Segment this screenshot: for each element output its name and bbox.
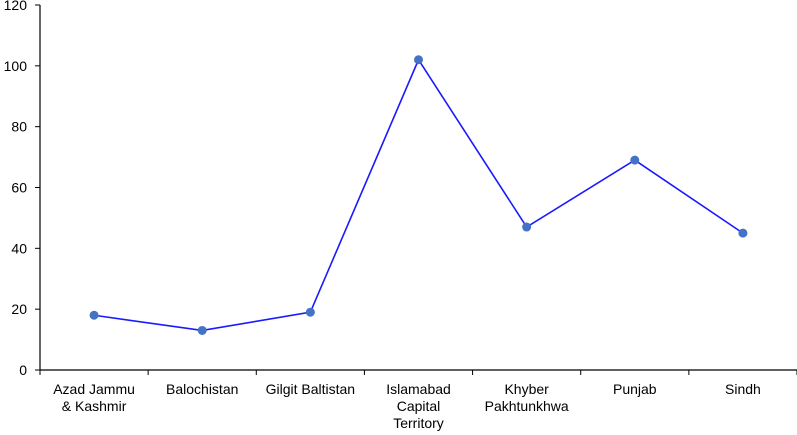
y-tick-label: 100 [4, 58, 28, 74]
x-tick-label-line: Gilgit Baltistan [266, 381, 355, 397]
data-point [197, 325, 207, 335]
x-tick-label: Khyber Pakhtunkhwa [485, 381, 569, 414]
data-point [414, 55, 423, 65]
x-tick-label-line: Azad Jammu [53, 381, 135, 397]
x-tick-label-line: Punjab [613, 381, 657, 397]
x-tick-label: Islamabad Capital Territory [386, 381, 451, 431]
y-tick-label: 60 [11, 180, 27, 196]
x-tick-label-line: Territory [393, 415, 444, 431]
x-tick-label-line: Khyber [504, 381, 549, 397]
x-tick-label-line: Sindh [725, 381, 761, 397]
x-tick-label-line: Pakhtunkhwa [485, 398, 569, 414]
x-tick-label-line: & Kashmir [62, 398, 127, 414]
data-point [738, 228, 748, 238]
x-tick-label: Gilgit Baltistan [266, 381, 355, 397]
y-tick-label: 20 [11, 301, 27, 317]
x-tick-label: Punjab [613, 381, 657, 397]
y-axis: 0 20 40 60 80 100 120 [4, 0, 41, 378]
y-tick-label: 80 [11, 119, 27, 135]
data-point [522, 222, 532, 232]
data-point [89, 310, 99, 320]
series [89, 55, 748, 335]
x-tick-label: Balochistan [166, 381, 238, 397]
x-tick-label-line: Islamabad [386, 381, 451, 397]
x-tick-label-line: Capital [397, 398, 441, 414]
x-axis: Azad Jammu & Kashmir Balochistan Gilgit Bal… [39, 369, 797, 431]
x-tick-label: Azad Jammu & Kashmir [53, 381, 135, 414]
y-tick-label: 0 [19, 362, 27, 378]
x-tick-label: Sindh [725, 381, 761, 397]
x-tick-label-line: Balochistan [166, 381, 238, 397]
y-tick-label: 40 [11, 240, 27, 256]
y-tick-label: 120 [4, 0, 28, 13]
data-point [305, 307, 315, 317]
data-point [630, 155, 640, 165]
series-line [93, 58, 744, 332]
